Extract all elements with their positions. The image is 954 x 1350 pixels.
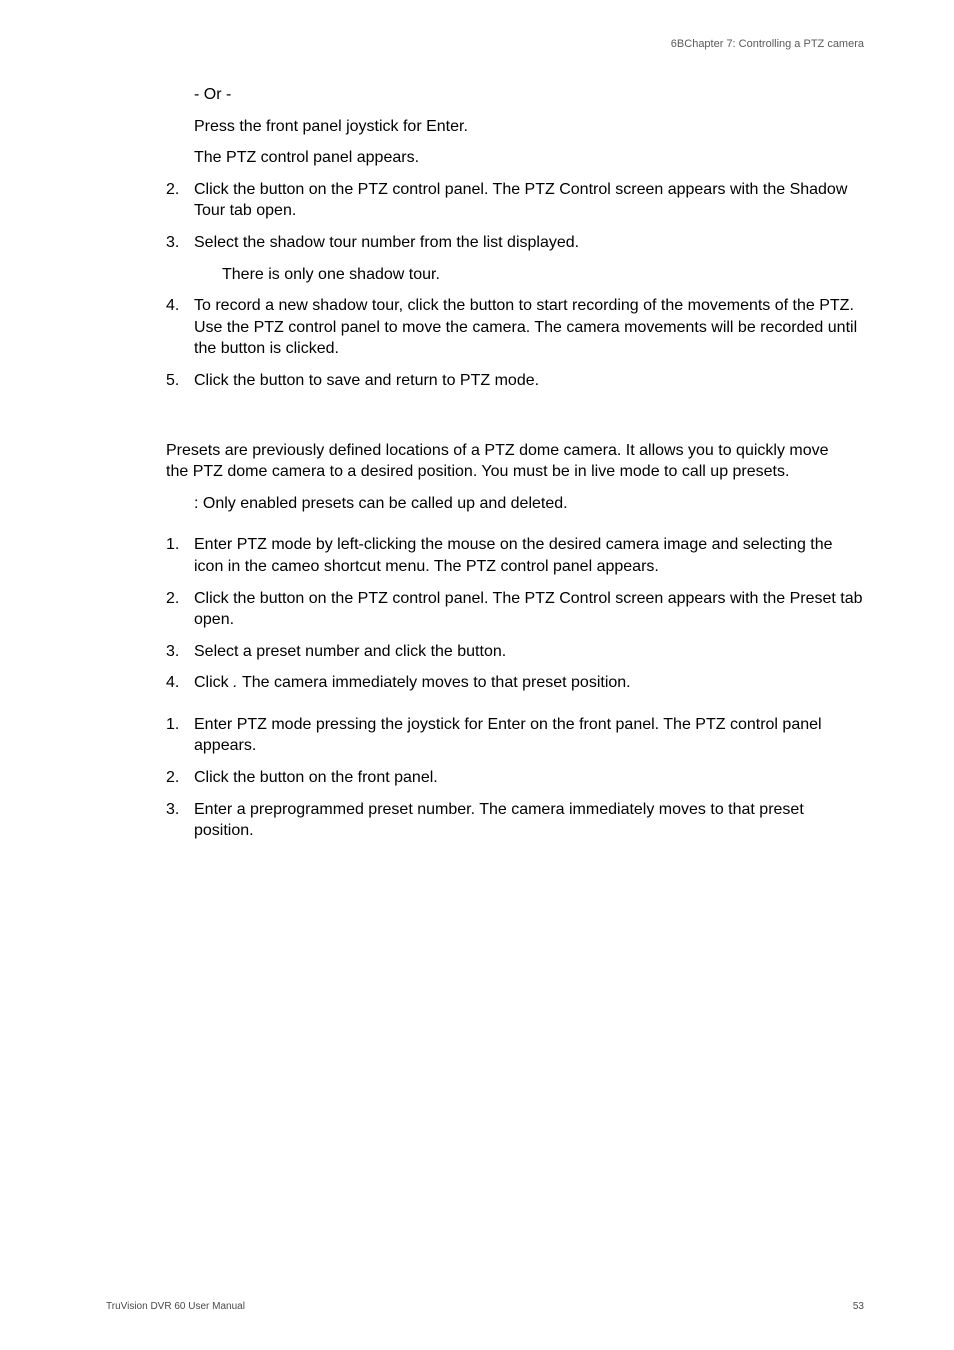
list-text: button on the PTZ control panel. The PTZ… <box>194 590 863 629</box>
page-footer: TruVision DVR 60 User Manual 53 <box>106 1301 864 1312</box>
list-item: 5. Click the button to save and return t… <box>166 370 864 392</box>
list-text: Click the <box>194 590 260 607</box>
list-text: button. <box>457 643 506 660</box>
list-text: Enter a preprogrammed preset number. The… <box>194 801 804 840</box>
list-item: 3. Select the shadow tour number from th… <box>166 232 864 254</box>
shadow-tour-note: There is only one shadow tour. <box>222 264 864 286</box>
presets-intro-paragraph: Presets are previously defined locations… <box>166 440 854 483</box>
list-item: 2. Click the button on the PTZ control p… <box>166 179 864 222</box>
list-number: 4. <box>166 672 179 694</box>
list-item: 4. To record a new shadow tour, click th… <box>166 295 864 360</box>
list-item: 3. Select a preset number and click the … <box>166 641 864 663</box>
list-number: 2. <box>166 588 179 610</box>
list-text: Select a preset number and click the <box>194 643 457 660</box>
panel-appears-text: The PTZ control panel appears. <box>194 147 864 169</box>
list-text: The camera immediately moves to that pre… <box>242 674 631 691</box>
list-number: 3. <box>166 641 179 663</box>
list-text: To record a new shadow tour, click the <box>194 297 470 314</box>
list-item: 3. Enter a preprogrammed preset number. … <box>166 799 864 842</box>
presets-note: : Only enabled presets can be called up … <box>194 493 854 515</box>
list-number: 2. <box>166 179 179 201</box>
list-text: Click the <box>194 372 260 389</box>
list-text: Select the shadow tour number from the l… <box>194 234 579 251</box>
list-item: 4. Click . The camera immediately moves … <box>166 672 864 694</box>
press-enter-text: Press the front panel joystick for Enter… <box>194 116 864 138</box>
list-number: 3. <box>166 232 179 254</box>
list-item: 1. Enter PTZ mode by left-clicking the m… <box>166 534 864 577</box>
list-item: 2. Click the button on the PTZ control p… <box>166 588 864 631</box>
list-text: Click the <box>194 769 260 786</box>
list-text: Enter PTZ mode by left-clicking the mous… <box>194 536 833 553</box>
footer-page-number: 53 <box>853 1301 864 1312</box>
list-item: 2. Click the button on the front panel. <box>166 767 864 789</box>
list-text-italic: . <box>233 674 242 691</box>
list-text: button to save and return to PTZ mode. <box>260 372 539 389</box>
list-number: 4. <box>166 295 179 317</box>
list-text: button is clicked. <box>221 340 339 357</box>
list-number: 1. <box>166 534 179 556</box>
list-number: 2. <box>166 767 179 789</box>
list-text: Click the <box>194 181 260 198</box>
footer-left: TruVision DVR 60 User Manual <box>106 1301 245 1312</box>
list-text: Enter PTZ mode pressing the joystick for… <box>194 716 822 755</box>
list-text: button on the PTZ control panel. The PTZ… <box>194 181 847 220</box>
list-text: Click <box>194 674 233 691</box>
list-text: icon in the cameo shortcut menu. The PTZ… <box>194 558 659 575</box>
list-number: 5. <box>166 370 179 392</box>
list-number: 3. <box>166 799 179 821</box>
list-text: button on the front panel. <box>260 769 438 786</box>
or-text: - Or - <box>194 84 864 106</box>
list-item: 1. Enter PTZ mode pressing the joystick … <box>166 714 864 757</box>
page-header: 6BChapter 7: Controlling a PTZ camera <box>106 38 864 50</box>
list-number: 1. <box>166 714 179 736</box>
